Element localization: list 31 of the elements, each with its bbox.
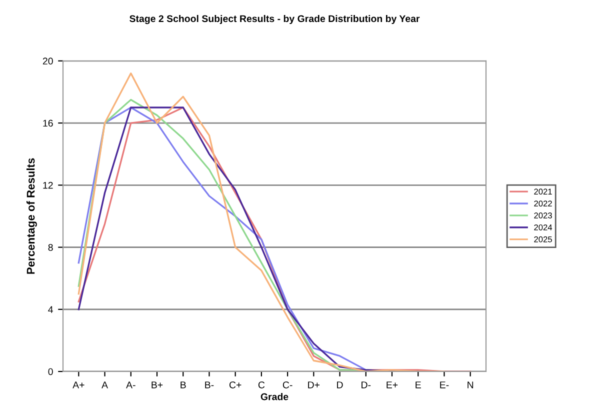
legend-label: 2024 — [534, 224, 552, 230]
y-tick-label: 16 — [43, 120, 53, 127]
line-series — [78, 72, 446, 372]
y-tick-label: 8 — [48, 244, 53, 251]
x-tick-label: B+ — [152, 382, 163, 388]
x-tick-label: B- — [205, 382, 214, 388]
y-tick-label: 0 — [48, 368, 53, 376]
x-axis-title: Grade — [260, 393, 288, 400]
legend-label: 2025 — [534, 236, 552, 242]
x-tick-label: D- — [362, 382, 371, 388]
x-tick-label: B — [180, 382, 186, 388]
x-tick-label: E- — [440, 382, 449, 388]
y-tick-label: 20 — [42, 58, 53, 65]
x-tick-label: E — [416, 382, 421, 388]
x-tick-label: D — [337, 382, 343, 388]
x-tick-label: A — [102, 382, 108, 388]
y-tick-label: 12 — [43, 182, 53, 189]
x-tick-label: C+ — [229, 381, 242, 388]
legend-label: 2022 — [534, 200, 552, 206]
legend-label: 2023 — [534, 212, 552, 218]
x-tick-label: A- — [126, 382, 136, 388]
x-tick-label: C — [258, 381, 265, 388]
x-tick-label: D+ — [308, 382, 320, 388]
y-axis-title: Percentage of Results — [26, 158, 37, 274]
chart-title: Stage 2 School Subject Results - by Grade Distribution by Year — [130, 14, 420, 24]
y-tick-label: 4 — [48, 306, 53, 313]
x-tick-label: E+ — [386, 382, 398, 388]
legend-label: 2021 — [534, 188, 552, 195]
x-tick-label: A+ — [72, 382, 84, 388]
x-tick-label: N — [468, 382, 474, 388]
x-tick-label: C- — [282, 381, 292, 388]
